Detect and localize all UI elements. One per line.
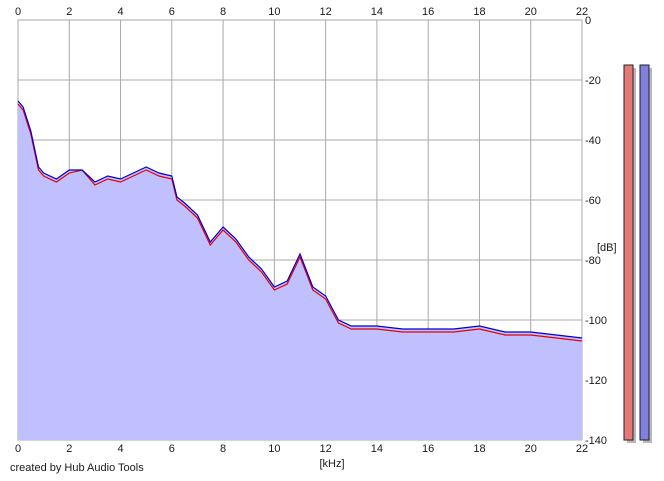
- y-tick-label: -100: [585, 315, 607, 327]
- credit-text: created by Hub Audio Tools: [10, 462, 144, 474]
- x-tick-label-bottom: 20: [525, 443, 537, 455]
- x-tick-label-top: 16: [422, 6, 434, 18]
- x-tick-label-bottom: 4: [117, 443, 123, 455]
- series-line-2: [17, 100, 583, 339]
- x-tick-label-top: 10: [268, 6, 280, 18]
- x-tick-label-bottom: 6: [169, 443, 175, 455]
- spectrum-lines: [17, 100, 583, 342]
- x-tick-label-bottom: 14: [371, 443, 383, 455]
- y-tick-label: -20: [585, 75, 601, 87]
- spectrum-area: [18, 101, 582, 440]
- y-tick-label: 0: [585, 15, 591, 27]
- x-tick-label-top: 8: [220, 6, 226, 18]
- y-tick-label: -60: [585, 195, 601, 207]
- level-bar-2: [639, 64, 650, 441]
- x-tick-label-top: 12: [320, 6, 332, 18]
- x-tick-label-bottom: 16: [422, 443, 434, 455]
- x-tick-label-top: 14: [371, 6, 383, 18]
- x-tick-label-bottom: 22: [576, 443, 588, 455]
- y-tick-labels: 0 -20 -40 -60 -80 -100 -120 -140: [585, 15, 607, 447]
- spectrum-fill: [18, 101, 582, 440]
- x-tick-label-top: 6: [169, 6, 175, 18]
- y-axis-label: [dB]: [597, 242, 617, 254]
- x-tick-label-bottom: 0: [15, 443, 21, 455]
- x-tick-label-top: 4: [117, 6, 123, 18]
- y-tick-label: -40: [585, 135, 601, 147]
- x-tick-label-top: 18: [473, 6, 485, 18]
- x-tick-label-bottom: 12: [320, 443, 332, 455]
- x-tick-label-top: 22: [576, 6, 588, 18]
- x-tick-label-top: 20: [525, 6, 537, 18]
- x-tick-label-bottom: 2: [66, 443, 72, 455]
- y-tick-label: -120: [585, 375, 607, 387]
- x-tick-label-bottom: 18: [473, 443, 485, 455]
- x-axis-label: [kHz]: [319, 458, 344, 470]
- series-line-1: [17, 103, 583, 342]
- y-tick-label: -80: [585, 255, 601, 267]
- x-tick-label-top: 2: [66, 6, 72, 18]
- x-tick-label-top: 0: [15, 6, 21, 18]
- level-meter-bars: [623, 64, 652, 443]
- x-tick-label-bottom: 8: [220, 443, 226, 455]
- level-bar-1: [623, 64, 634, 441]
- y-tick-label: -140: [585, 435, 607, 447]
- x-tick-label-bottom: 10: [268, 443, 280, 455]
